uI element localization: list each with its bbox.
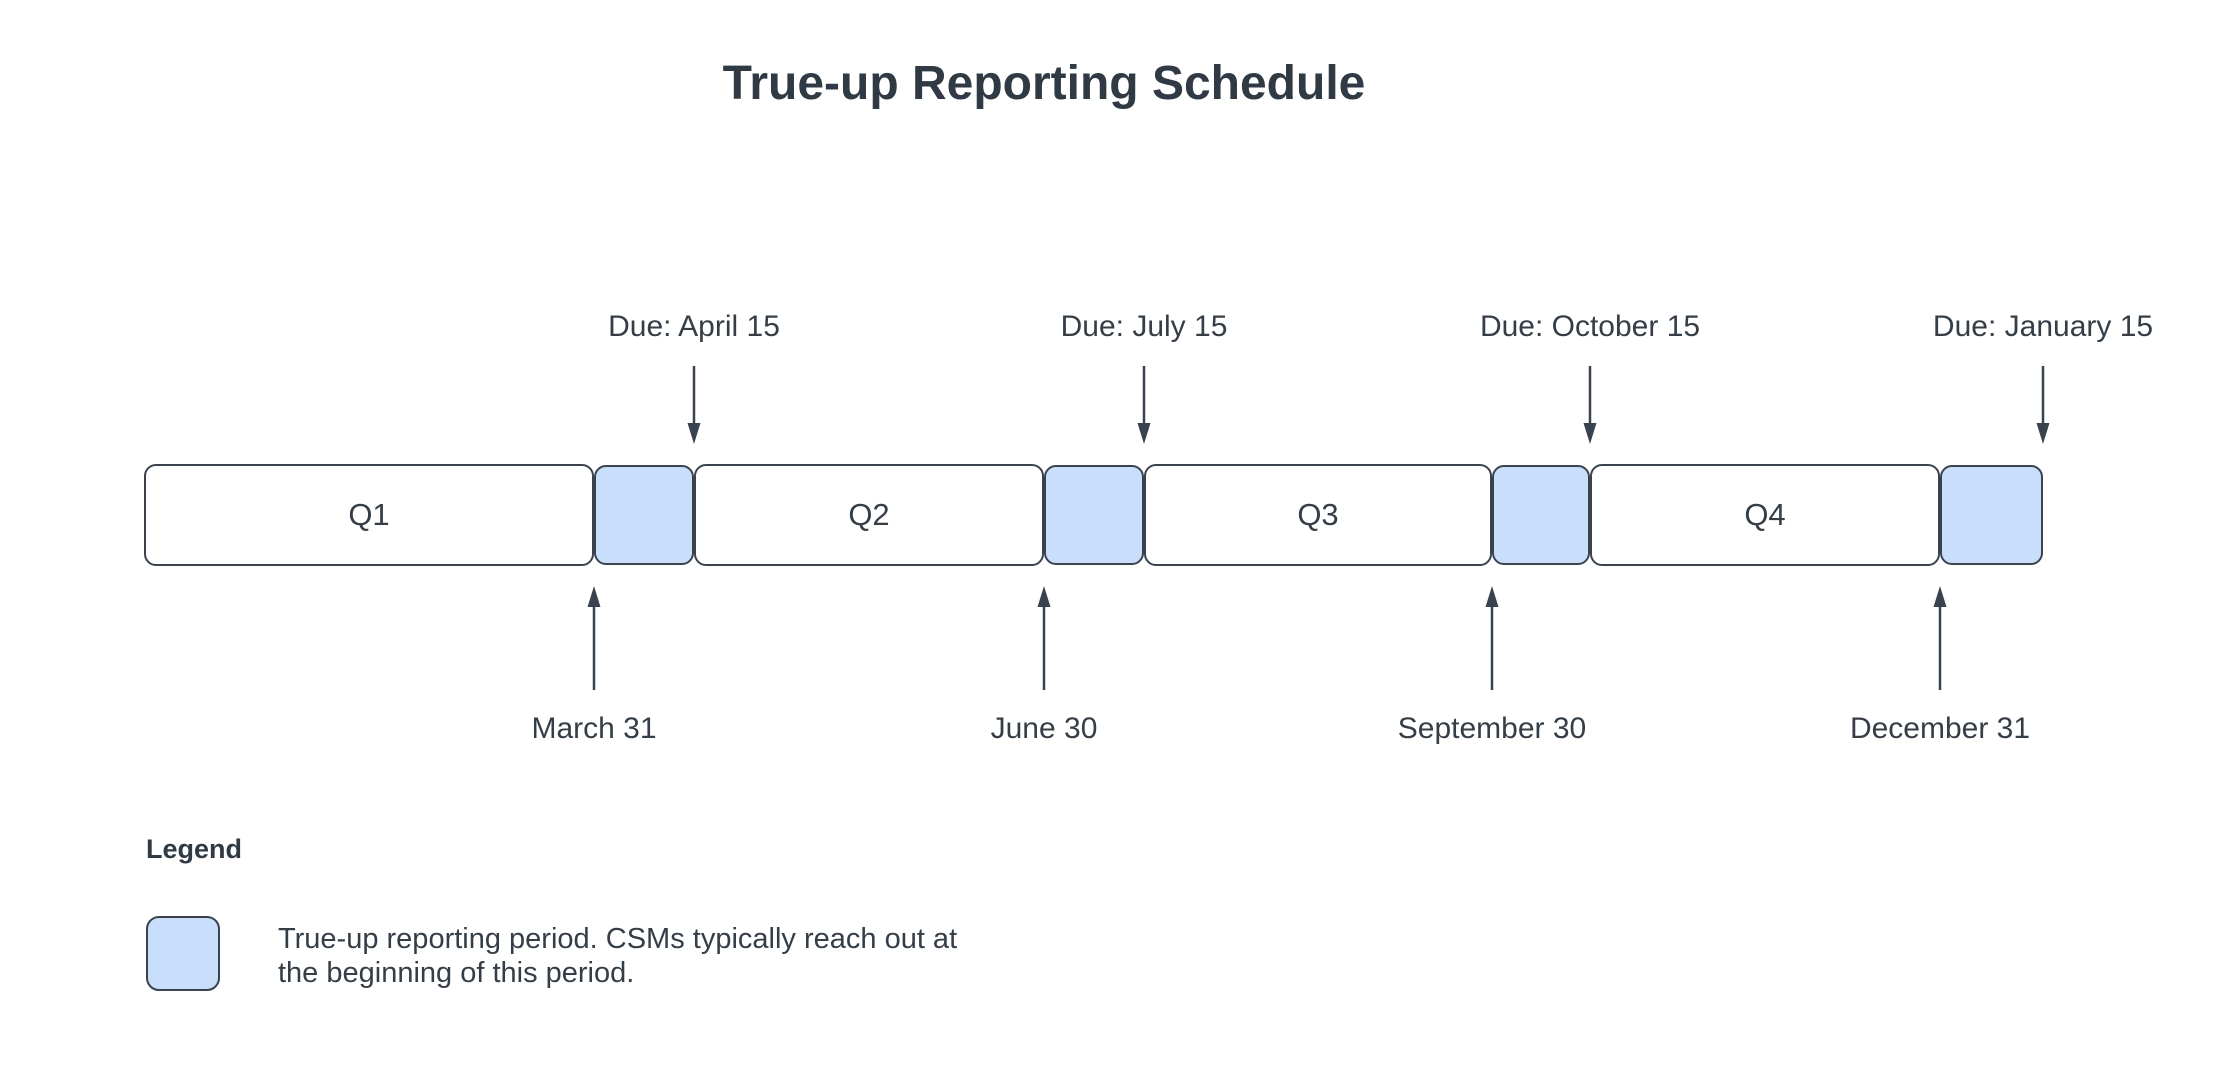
trueup-period-swatch xyxy=(146,916,220,991)
due-label-q1: Due: April 15 xyxy=(608,310,780,343)
trueup-period-box-q1 xyxy=(594,465,694,565)
end-date-label-q4: December 31 xyxy=(1849,712,2031,745)
quarter-box-q2: Q2 xyxy=(694,464,1044,566)
due-label-q2: Due: July 15 xyxy=(1060,310,1228,343)
legend-description-line: True-up reporting period. CSMs typically… xyxy=(278,923,958,955)
trueup-period-box-q2 xyxy=(1044,465,1144,565)
arrow-down-icon xyxy=(2036,366,2050,444)
trueup-period-box-q3 xyxy=(1492,465,1590,565)
legend-description-line: the beginning of this period. xyxy=(278,957,635,989)
trueup-period-box-q4 xyxy=(1940,465,2043,565)
arrow-up-icon xyxy=(1933,586,1947,690)
arrow-down-icon xyxy=(687,366,701,444)
legend-description: True-up reporting period. CSMs typically… xyxy=(278,922,957,990)
end-date-label-q1: March 31 xyxy=(531,712,657,745)
quarter-box-q3: Q3 xyxy=(1144,464,1492,566)
quarter-label: Q4 xyxy=(1744,497,1786,532)
legend-heading: Legend xyxy=(146,834,243,864)
end-date-label-q2: June 30 xyxy=(990,712,1098,745)
arrow-up-icon xyxy=(1485,586,1499,690)
arrow-up-icon xyxy=(587,586,601,690)
quarter-box-q1: Q1 xyxy=(144,464,594,566)
arrow-up-icon xyxy=(1037,586,1051,690)
diagram-title: True-up Reporting Schedule xyxy=(722,57,1366,110)
end-date-label-q3: September 30 xyxy=(1397,712,1587,745)
arrow-down-icon xyxy=(1583,366,1597,444)
quarter-label: Q3 xyxy=(1297,497,1339,532)
arrow-down-icon xyxy=(1137,366,1151,444)
quarter-label: Q1 xyxy=(348,497,390,532)
quarter-label: Q2 xyxy=(848,497,890,532)
quarter-box-q4: Q4 xyxy=(1590,464,1940,566)
due-label-q4: Due: January 15 xyxy=(1932,310,2154,343)
due-label-q3: Due: October 15 xyxy=(1479,310,1701,343)
